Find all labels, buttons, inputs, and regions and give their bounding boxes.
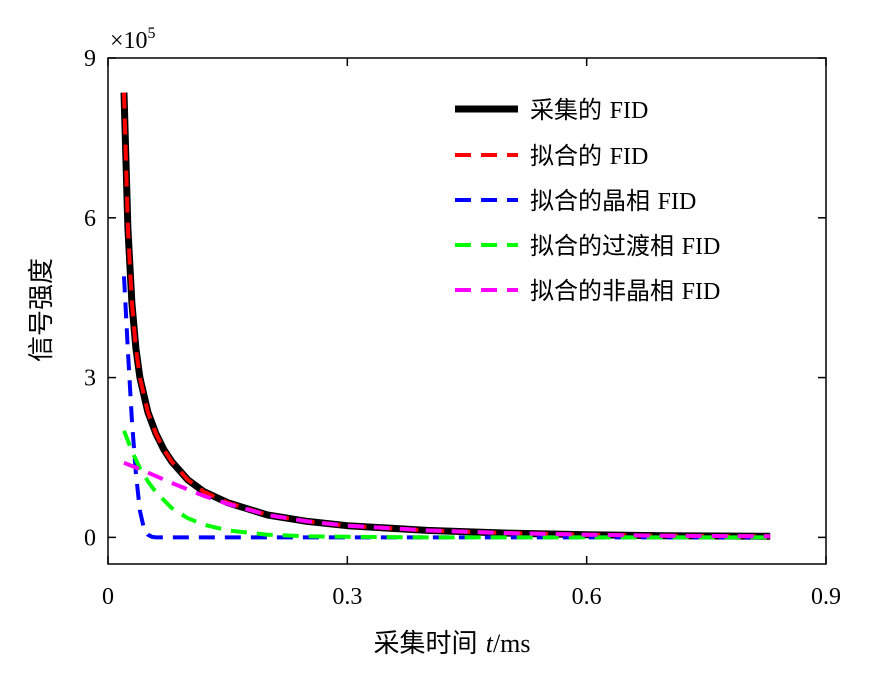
y-tick-label: 6 <box>84 206 96 232</box>
y-tick-label: 9 <box>84 46 96 72</box>
x-tick-label: 0 <box>102 584 114 610</box>
x-axis-label: 采集时间 t/ms <box>373 629 530 659</box>
plot-frame <box>107 57 827 565</box>
y-axis-label: 信号强度 <box>27 258 57 362</box>
x-tick-label: 0.9 <box>811 584 841 610</box>
series-line-2 <box>122 92 771 539</box>
x-tick-label: 0.6 <box>572 584 602 610</box>
y-multiplier: ×105 <box>110 25 156 54</box>
series-line-4 <box>122 430 771 540</box>
y-multiplier-exponent: 5 <box>148 25 156 42</box>
series-line-5 <box>123 460 771 539</box>
legend-label-3: 拟合的晶相 FID <box>530 187 696 215</box>
legend: 采集的 FID 拟合的 FID 拟合的晶相 FID 拟合的过渡相 FID 拟合的非晶相 … <box>455 96 720 305</box>
legend-label-5: 拟合的非晶相 FID <box>530 277 720 305</box>
series-line-1 <box>120 92 771 540</box>
legend-label-1: 采集的 FID <box>530 96 648 124</box>
series-layer <box>120 92 771 540</box>
x-tick-label: 0.3 <box>332 584 362 610</box>
ticks-layer: 0 0.3 0.6 0.9 0 3 6 9 <box>84 46 841 610</box>
y-tick-label: 0 <box>84 525 96 551</box>
legend-label-4: 拟合的过渡相 FID <box>530 232 720 260</box>
series-line-3 <box>122 276 771 540</box>
y-tick-label: 3 <box>84 366 96 392</box>
legend-label-2: 拟合的 FID <box>530 142 648 170</box>
